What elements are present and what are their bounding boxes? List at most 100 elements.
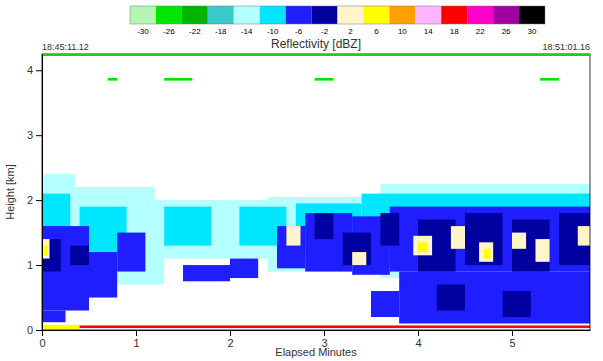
cell <box>89 252 117 297</box>
colorbar-swatch <box>493 6 519 24</box>
colorbar-tick-label: -22 <box>189 27 201 36</box>
colorbar-swatch <box>389 6 415 24</box>
y-tick-mark <box>36 135 42 136</box>
title: Reflectivity [dBZ] <box>271 37 361 51</box>
cell <box>479 242 493 261</box>
cell <box>484 249 491 259</box>
colorbar: -30-26-22-18-14-10-6-226101418222630 <box>130 6 545 36</box>
cell <box>315 78 334 81</box>
x-tick-mark <box>418 330 419 336</box>
y-axis-line <box>42 55 43 331</box>
colorbar-swatch <box>467 6 493 24</box>
x-tick: 2 <box>227 330 233 349</box>
cell <box>44 246 48 256</box>
x-tick-mark <box>136 330 137 336</box>
cell <box>512 233 526 249</box>
y-tick: 3 <box>27 129 42 141</box>
y-axis: 0 1 2 3 4 <box>27 55 43 337</box>
colorbar-tick-label: -10 <box>267 27 279 36</box>
y-tick-mark <box>36 70 42 71</box>
colorbar-tick-label: 14 <box>424 27 433 36</box>
x-tick-label: 2 <box>227 337 233 349</box>
x-tick-label: 4 <box>415 337 421 349</box>
cell <box>315 213 334 239</box>
cell <box>503 291 531 317</box>
y-tick-mark <box>36 265 42 266</box>
annotation: 18:45:11.12 <box>42 42 89 52</box>
cell <box>164 207 211 246</box>
frame-top <box>42 54 590 56</box>
cell <box>286 226 300 245</box>
cell <box>390 207 590 272</box>
x-tick: 0 <box>39 330 45 349</box>
x-axis-title: Elapsed Minutes <box>275 346 357 358</box>
x-tick-label: 5 <box>509 337 515 349</box>
cell <box>399 272 590 324</box>
x-tick-mark <box>324 330 325 336</box>
colorbar-tick-label: 2 <box>348 27 353 36</box>
cell <box>42 239 50 258</box>
cell <box>413 236 432 255</box>
cell <box>418 242 427 252</box>
cell <box>418 220 456 272</box>
cell <box>380 213 399 245</box>
x-tick-label: 0 <box>39 337 45 349</box>
cell <box>451 226 465 249</box>
cell <box>512 220 550 272</box>
cell <box>578 226 590 245</box>
cell <box>108 78 117 81</box>
colorbar-tick-label: 22 <box>476 27 485 36</box>
y-tick: 4 <box>27 64 42 76</box>
x-tick: 1 <box>133 330 139 349</box>
annotation: 18:51:01.16 <box>542 42 590 52</box>
colorbar-tick-label: 26 <box>502 27 511 36</box>
y-tick: 2 <box>27 194 42 206</box>
cell <box>277 226 305 268</box>
cell <box>535 239 549 262</box>
colorbar-swatch <box>260 6 286 24</box>
cell <box>343 233 371 265</box>
x-tick-label: 1 <box>133 337 139 349</box>
cell <box>465 213 503 265</box>
colorbar-swatch <box>441 6 467 24</box>
colorbar-tick-label: -6 <box>295 27 303 36</box>
colorbar-tick-label: 18 <box>450 27 459 36</box>
plot-frame <box>42 54 590 330</box>
colorbar-swatch <box>312 6 338 24</box>
cell <box>352 252 366 265</box>
colorbar-swatch <box>182 6 208 24</box>
cell <box>42 239 61 271</box>
colorbar-swatch <box>519 6 545 24</box>
y-tick-mark <box>36 200 42 201</box>
colorbar-swatch <box>286 6 312 24</box>
colorbar-swatch <box>208 6 234 24</box>
x-tick-mark <box>512 330 513 336</box>
cell <box>42 226 89 310</box>
cell <box>42 311 65 323</box>
y-tick: 0 <box>27 324 42 336</box>
x-axis-line <box>43 330 591 331</box>
colorbar-tick-label: 6 <box>374 27 379 36</box>
colorbar-swatch <box>130 6 156 24</box>
y-tick-label: 1 <box>27 259 33 271</box>
colorbar-tick-label: -14 <box>241 27 253 36</box>
colorbar-tick-label: 30 <box>528 27 537 36</box>
cell <box>183 265 230 281</box>
cell <box>230 259 258 278</box>
x-tick: 4 <box>415 330 421 349</box>
cell <box>559 213 590 265</box>
cell <box>42 325 80 330</box>
colorbar-swatch <box>234 6 260 24</box>
colorbar-swatch <box>363 6 389 24</box>
cells <box>42 78 590 330</box>
y-tick-label: 4 <box>27 64 33 76</box>
colorbar-tick-label: 10 <box>398 27 407 36</box>
cell <box>540 78 559 81</box>
y-tick: 1 <box>27 259 42 271</box>
cell <box>80 325 590 328</box>
y-tick-label: 2 <box>27 194 33 206</box>
colorbar-frame <box>130 6 545 24</box>
cell <box>437 285 465 311</box>
cell <box>371 291 399 317</box>
chart: -30-26-22-18-14-10-6-226101418222630Refl… <box>0 0 603 361</box>
